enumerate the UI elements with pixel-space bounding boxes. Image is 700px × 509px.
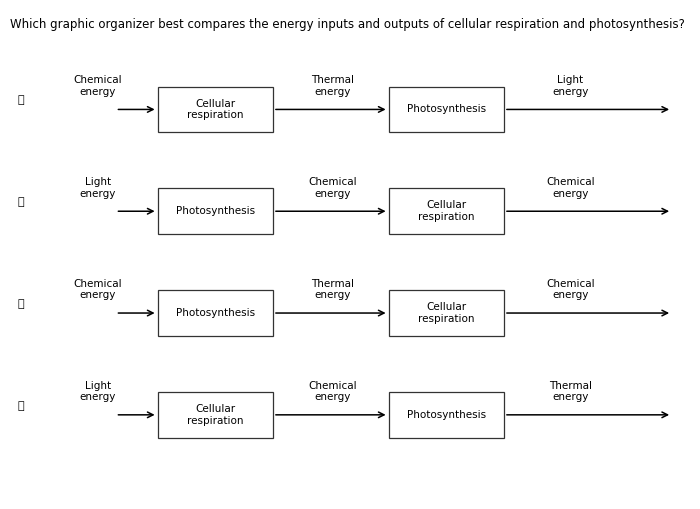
Bar [158, 392, 273, 438]
Text: Chemical
energy: Chemical energy [74, 279, 122, 300]
Text: Cellular
respiration: Cellular respiration [187, 99, 244, 120]
Text: Cellular
respiration: Cellular respiration [418, 201, 475, 222]
Text: Chemical
energy: Chemical energy [546, 279, 595, 300]
Text: Cellular
respiration: Cellular respiration [418, 302, 475, 324]
Text: Ⓒ: Ⓒ [18, 299, 24, 309]
Text: Cellular
respiration: Cellular respiration [187, 404, 244, 426]
Text: Which graphic organizer best compares the energy inputs and outputs of cellular : Which graphic organizer best compares th… [10, 18, 685, 31]
Text: Thermal
energy: Thermal energy [549, 381, 592, 402]
Text: Chemical
energy: Chemical energy [546, 177, 595, 199]
Text: Light
energy: Light energy [80, 381, 116, 402]
Bar [389, 290, 504, 336]
Bar [389, 87, 504, 132]
Text: Chemical
energy: Chemical energy [308, 177, 357, 199]
Text: Light
energy: Light energy [80, 177, 116, 199]
Text: Thermal
energy: Thermal energy [311, 279, 354, 300]
Bar [158, 290, 273, 336]
Bar [389, 392, 504, 438]
Bar [158, 87, 273, 132]
Text: Thermal
energy: Thermal energy [311, 75, 354, 97]
Text: Photosynthesis: Photosynthesis [176, 308, 255, 318]
Text: Ⓑ: Ⓑ [18, 197, 24, 207]
Text: Chemical
energy: Chemical energy [74, 75, 122, 97]
Bar [158, 188, 273, 234]
Text: Ⓐ: Ⓐ [18, 95, 24, 105]
Text: Photosynthesis: Photosynthesis [407, 410, 486, 420]
Text: Ⓓ: Ⓓ [18, 401, 24, 411]
Text: Photosynthesis: Photosynthesis [407, 104, 486, 115]
Text: Light
energy: Light energy [552, 75, 589, 97]
Bar [389, 188, 504, 234]
Text: Photosynthesis: Photosynthesis [176, 206, 255, 216]
Text: Chemical
energy: Chemical energy [308, 381, 357, 402]
